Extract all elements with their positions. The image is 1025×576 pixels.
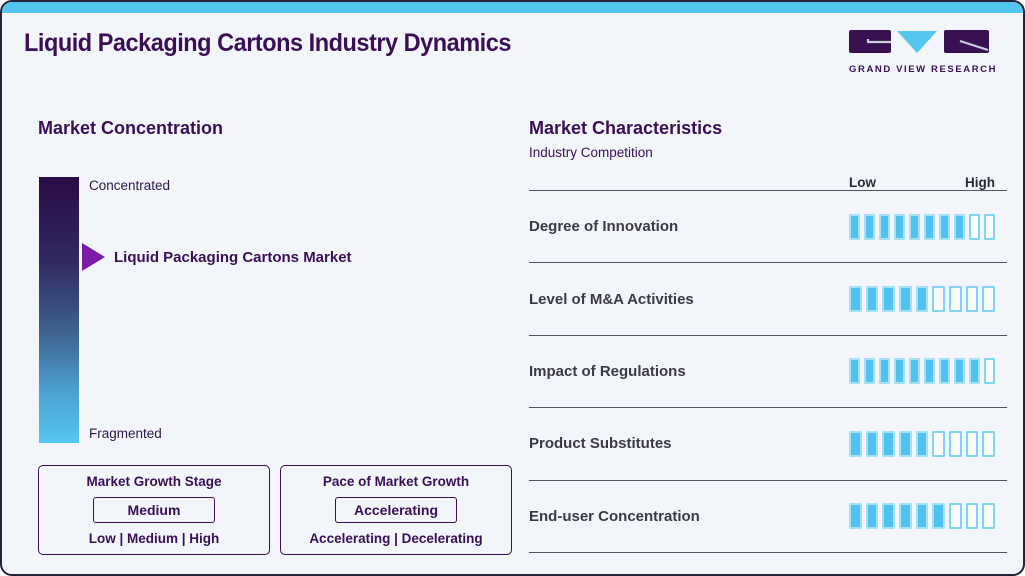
rating-segment-filled (909, 358, 920, 385)
characteristic-row: End-user Concentration (529, 479, 1007, 552)
concentrated-label: Concentrated (89, 178, 171, 193)
rating-segment-filled (899, 286, 912, 313)
growth-pace-options: Accelerating | Decelerating (309, 531, 483, 546)
industry-competition-subheading: Industry Competition (529, 145, 653, 160)
rating-segment-filled (882, 503, 896, 530)
rating-bar (849, 503, 996, 530)
rating-segment-filled (939, 358, 950, 385)
rating-segment-empty (949, 430, 962, 457)
characteristic-label: Degree of Innovation (529, 218, 679, 236)
rating-segment-empty (982, 286, 996, 313)
rating-bar (849, 430, 996, 457)
rating-segment-empty (969, 213, 980, 240)
rating-segment-filled (924, 213, 935, 240)
growth-stage-title: Market Growth Stage (86, 474, 222, 489)
rating-bar (849, 213, 995, 240)
gvr-logo-marks (849, 30, 989, 53)
rating-segment-empty (949, 503, 962, 530)
rating-segment-filled (864, 213, 875, 240)
logo-brand-text: GRAND VIEW RESEARCH (849, 64, 998, 75)
rating-segment-empty (982, 430, 996, 457)
rating-segment-empty (965, 503, 979, 530)
rating-segment-filled (882, 430, 896, 457)
rating-segment-empty (984, 358, 995, 385)
growth-pace-value: Accelerating (335, 497, 457, 523)
rating-segment-filled (899, 503, 912, 530)
rating-segment-filled (915, 503, 929, 530)
rating-segment-empty (932, 430, 946, 457)
characteristic-row: Degree of Innovation (529, 190, 1007, 262)
rating-segment-empty (949, 286, 962, 313)
characteristic-row: Product Substitutes (529, 407, 1007, 479)
rating-segment-filled (865, 286, 879, 313)
fragmented-label: Fragmented (89, 426, 162, 441)
growth-stage-options: Low | Medium | High (88, 531, 220, 546)
rating-segment-filled (849, 286, 862, 313)
rating-segment-filled (864, 358, 875, 385)
gvr-logo: GRAND VIEW RESEARCH (849, 29, 998, 75)
rating-segment-filled (954, 358, 965, 385)
market-position-label: Liquid Packaging Cartons Market (114, 249, 352, 266)
concentration-gradient-bar (39, 177, 79, 443)
market-growth-stage-box: Market Growth Stage Medium Low | Medium … (38, 465, 270, 555)
rating-segment-filled (865, 430, 879, 457)
characteristic-label: End-user Concentration (529, 507, 700, 525)
rating-segment-filled (954, 213, 965, 240)
rating-segment-filled (865, 503, 879, 530)
rating-segment-filled (879, 358, 890, 385)
characteristics-table: Degree of Innovation Level of M&A Activit… (529, 190, 1007, 553)
rating-segment-filled (849, 430, 862, 457)
rating-segment-empty (965, 430, 979, 457)
rating-segment-filled (849, 358, 860, 385)
rating-segment-filled (849, 213, 860, 240)
rating-segment-filled (849, 503, 862, 530)
market-position-arrow-icon (82, 243, 105, 271)
rating-segment-empty (965, 286, 979, 313)
rating-segment-filled (894, 213, 905, 240)
scale-high-label: High (965, 175, 995, 190)
rating-segment-empty (982, 503, 996, 530)
characteristic-row: Level of M&A Activities (529, 262, 1007, 334)
characteristic-label: Level of M&A Activities (529, 290, 694, 308)
page-title: Liquid Packaging Cartons Industry Dynami… (24, 29, 511, 57)
rating-segment-filled (939, 213, 950, 240)
growth-stage-value: Medium (93, 497, 215, 523)
market-characteristics-heading: Market Characteristics (529, 118, 723, 138)
rating-segment-filled (909, 213, 920, 240)
top-accent-bar (2, 2, 1023, 13)
rating-segment-filled (879, 213, 890, 240)
rating-segment-filled (924, 358, 935, 385)
rating-bar (849, 286, 996, 313)
market-growth-pace-box: Pace of Market Growth Accelerating Accel… (280, 465, 512, 555)
logo-v-icon (897, 31, 937, 53)
rating-bar (849, 358, 995, 385)
rating-scale-header: Low High (849, 175, 995, 190)
rating-segment-filled (915, 286, 929, 313)
characteristic-row: Impact of Regulations (529, 334, 1007, 407)
rating-segment-empty (932, 286, 946, 313)
rating-segment-empty (984, 213, 995, 240)
rating-segment-filled (882, 286, 896, 313)
market-concentration-heading: Market Concentration (38, 118, 224, 138)
rating-segment-filled (894, 358, 905, 385)
rating-segment-filled (915, 430, 929, 457)
growth-pace-title: Pace of Market Growth (322, 474, 470, 489)
rating-segment-filled (969, 358, 980, 385)
characteristic-label: Impact of Regulations (529, 362, 686, 380)
rating-segment-filled (899, 430, 912, 457)
rating-segment-filled (932, 503, 946, 530)
scale-low-label: Low (849, 175, 876, 190)
characteristic-label: Product Substitutes (529, 435, 672, 453)
